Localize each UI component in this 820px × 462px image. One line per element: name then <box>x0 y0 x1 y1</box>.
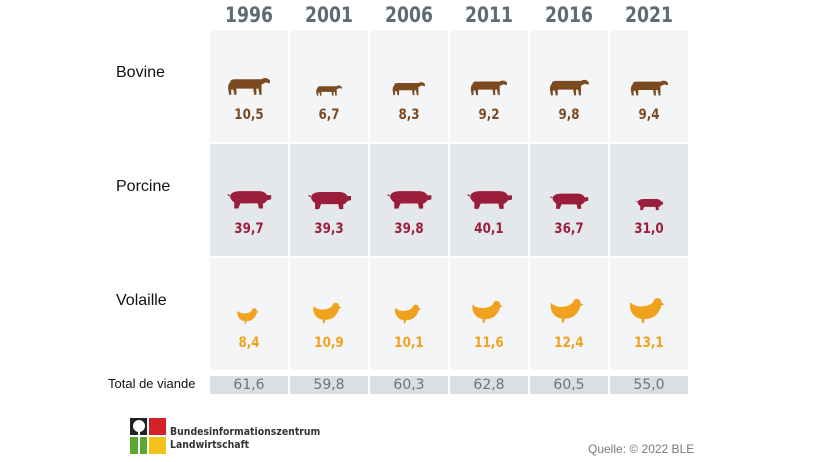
table-cell <box>290 30 368 142</box>
year-header: 2006 <box>385 3 433 27</box>
chicken-icon <box>237 308 259 324</box>
value-label: 13,1 <box>634 335 664 351</box>
row-label: Bovine <box>116 64 165 81</box>
year-header: 2001 <box>305 3 353 27</box>
value-label: 11,6 <box>474 335 504 351</box>
value-label: 39,8 <box>394 221 424 237</box>
cow-icon <box>630 80 668 96</box>
row-label: Volaille <box>116 292 167 309</box>
value-label: 9,2 <box>478 107 500 123</box>
total-value: 60,3 <box>370 376 448 394</box>
logo-line1: Bundesinformationszentrum <box>170 425 321 438</box>
chicken-icon <box>313 302 342 324</box>
logo-text: Bundesinformationszentrum Landwirtschaft <box>170 425 320 451</box>
pig-icon <box>227 191 272 209</box>
logo-line2: Landwirtschaft <box>170 438 250 451</box>
value-label: 36,7 <box>554 221 584 237</box>
source-note: Quelle: © 2022 BLE <box>588 442 695 456</box>
value-label: 31,0 <box>634 221 664 237</box>
total-value: 59,8 <box>290 376 368 394</box>
chicken-icon <box>394 304 421 324</box>
year-header: 2011 <box>465 3 513 27</box>
pig-icon <box>467 191 512 209</box>
value-label: 39,3 <box>314 221 344 237</box>
cow-icon <box>470 80 508 96</box>
value-label: 8,4 <box>238 335 260 351</box>
value-label: 9,4 <box>638 107 660 123</box>
ble-logo <box>130 418 166 454</box>
value-label: 39,7 <box>234 221 264 237</box>
total-value: 62,8 <box>450 376 528 394</box>
value-label: 40,1 <box>474 221 504 237</box>
value-label: 6,7 <box>318 107 340 123</box>
chicken-icon <box>472 301 503 324</box>
chicken-icon <box>629 297 665 323</box>
total-value: 55,0 <box>610 376 688 394</box>
value-label: 8,3 <box>398 107 420 123</box>
value-label: 9,8 <box>558 107 580 123</box>
year-header: 1996 <box>225 3 273 27</box>
cow-icon <box>228 78 270 95</box>
chicken-icon <box>550 299 584 324</box>
row-label: Porcine <box>116 178 171 195</box>
pig-icon <box>550 194 589 210</box>
year-header: 2016 <box>545 3 593 27</box>
year-header: 2021 <box>625 3 673 27</box>
total-value: 61,6 <box>210 376 288 394</box>
cow-icon <box>316 85 342 96</box>
pig-icon <box>387 191 432 209</box>
total-label: Total de viande <box>108 376 196 391</box>
pig-icon <box>635 198 664 210</box>
value-label: 10,9 <box>314 335 344 351</box>
value-label: 12,4 <box>554 335 584 351</box>
cow-icon <box>392 82 426 96</box>
cow-icon <box>549 79 589 96</box>
pig-icon <box>307 191 352 209</box>
value-label: 10,5 <box>234 107 264 123</box>
total-value: 60,5 <box>530 376 608 394</box>
value-label: 10,1 <box>394 335 424 351</box>
